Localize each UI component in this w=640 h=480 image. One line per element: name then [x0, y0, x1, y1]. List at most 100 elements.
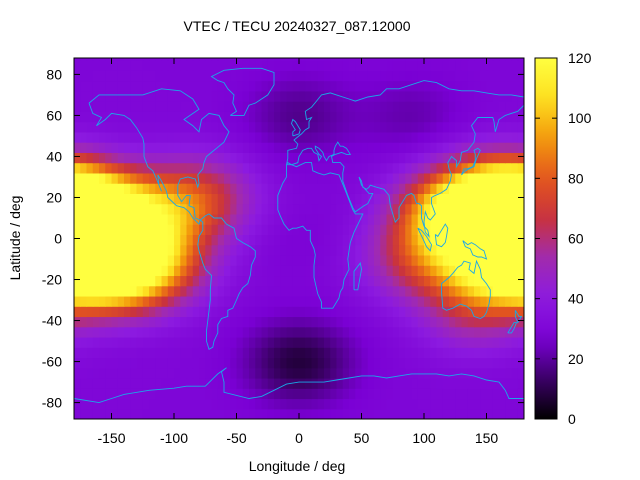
heatmap-cell [449, 275, 456, 287]
heatmap-cell [130, 131, 138, 143]
heatmap-cell [305, 70, 313, 82]
heatmap-cell [386, 357, 394, 369]
heatmap-cell [367, 265, 375, 277]
heatmap-cell [142, 316, 150, 328]
colorbar-tick-label: 100 [568, 110, 592, 126]
heatmap-cell [392, 275, 400, 287]
heatmap-cell [74, 60, 81, 71]
heatmap-cell [499, 316, 506, 328]
heatmap-cell [274, 275, 281, 287]
heatmap-cell [399, 254, 406, 266]
heatmap-cell [511, 367, 519, 379]
heatmap-cell [367, 295, 375, 307]
heatmap-cell [149, 224, 156, 235]
heatmap-cell [161, 398, 169, 410]
heatmap-cell [386, 377, 394, 389]
heatmap-cell [199, 347, 206, 359]
heatmap-cell [224, 254, 231, 266]
heatmap-cell [361, 377, 369, 389]
heatmap-cell [299, 336, 306, 348]
heatmap-cell [330, 244, 338, 256]
heatmap-cell [517, 377, 524, 389]
heatmap-cell [292, 254, 300, 266]
heatmap-cell [174, 244, 181, 256]
heatmap-cell [217, 377, 225, 389]
heatmap-cell [236, 152, 244, 164]
heatmap-cell [74, 234, 81, 246]
heatmap-cell [199, 275, 206, 287]
heatmap-cell [136, 244, 144, 256]
heatmap-cell [117, 142, 125, 153]
heatmap-cell [367, 224, 375, 235]
heatmap-cell [149, 193, 156, 205]
heatmap-cell [305, 234, 313, 246]
heatmap-cell [517, 254, 524, 266]
heatmap-cell [486, 377, 494, 389]
heatmap-cell [292, 70, 300, 82]
heatmap-cell [249, 162, 256, 174]
x-tick-label: -150 [97, 430, 125, 446]
heatmap-cell [224, 162, 231, 174]
heatmap-cell [380, 388, 388, 400]
heatmap-cell [405, 357, 413, 369]
heatmap-cell [455, 213, 463, 225]
heatmap-cell [261, 60, 269, 71]
heatmap-cell [242, 203, 250, 215]
heatmap-cell [411, 162, 419, 174]
heatmap-cell [205, 203, 213, 215]
heatmap-cell [117, 388, 125, 400]
heatmap-cell [255, 224, 263, 235]
heatmap-cell [392, 234, 400, 246]
heatmap-cell [99, 111, 106, 123]
heatmap-cell [461, 80, 469, 92]
heatmap-cell [349, 326, 356, 338]
heatmap-cell [355, 377, 363, 389]
heatmap-cell [286, 265, 294, 277]
heatmap-cell [442, 306, 450, 318]
heatmap-cell [255, 203, 263, 215]
heatmap-cell [217, 275, 225, 287]
heatmap-cell [186, 357, 194, 369]
heatmap-cell [99, 285, 106, 297]
heatmap-cell [442, 398, 450, 410]
heatmap-cell [411, 244, 419, 256]
heatmap-cell [411, 101, 419, 112]
heatmap-cell [392, 193, 400, 205]
heatmap-cell [317, 213, 325, 225]
heatmap-cell [136, 398, 144, 410]
heatmap-cell [199, 162, 206, 174]
heatmap-cell [280, 306, 288, 318]
heatmap-cell [330, 275, 338, 287]
heatmap-cell [124, 295, 131, 307]
heatmap-cell [424, 336, 431, 348]
heatmap-cell [411, 275, 419, 287]
heatmap-cell [211, 203, 219, 215]
heatmap-cell [80, 326, 88, 338]
heatmap-cell [405, 254, 413, 266]
heatmap-cell [205, 316, 213, 328]
heatmap-cell [286, 213, 294, 225]
heatmap-cell [474, 111, 481, 123]
heatmap-cell [111, 377, 119, 389]
heatmap-cell [124, 142, 131, 153]
heatmap-cell [499, 142, 506, 153]
heatmap-cell [274, 367, 281, 379]
heatmap-cell [230, 111, 238, 123]
heatmap-cell [424, 398, 431, 410]
heatmap-cell [230, 131, 238, 143]
heatmap-cell [167, 172, 175, 184]
heatmap-cell [292, 336, 300, 348]
heatmap-cell [311, 70, 319, 82]
heatmap-cell [355, 388, 363, 400]
heatmap-cell [80, 213, 88, 225]
heatmap-cell [399, 367, 406, 379]
heatmap-cell [236, 70, 244, 82]
heatmap-cell [242, 357, 250, 369]
heatmap-cell [467, 326, 475, 338]
heatmap-cell [199, 326, 206, 338]
heatmap-cell [167, 90, 175, 102]
heatmap-cell [142, 152, 150, 164]
heatmap-cell [105, 306, 113, 318]
heatmap-cell [305, 408, 313, 419]
heatmap-cell [349, 172, 356, 184]
